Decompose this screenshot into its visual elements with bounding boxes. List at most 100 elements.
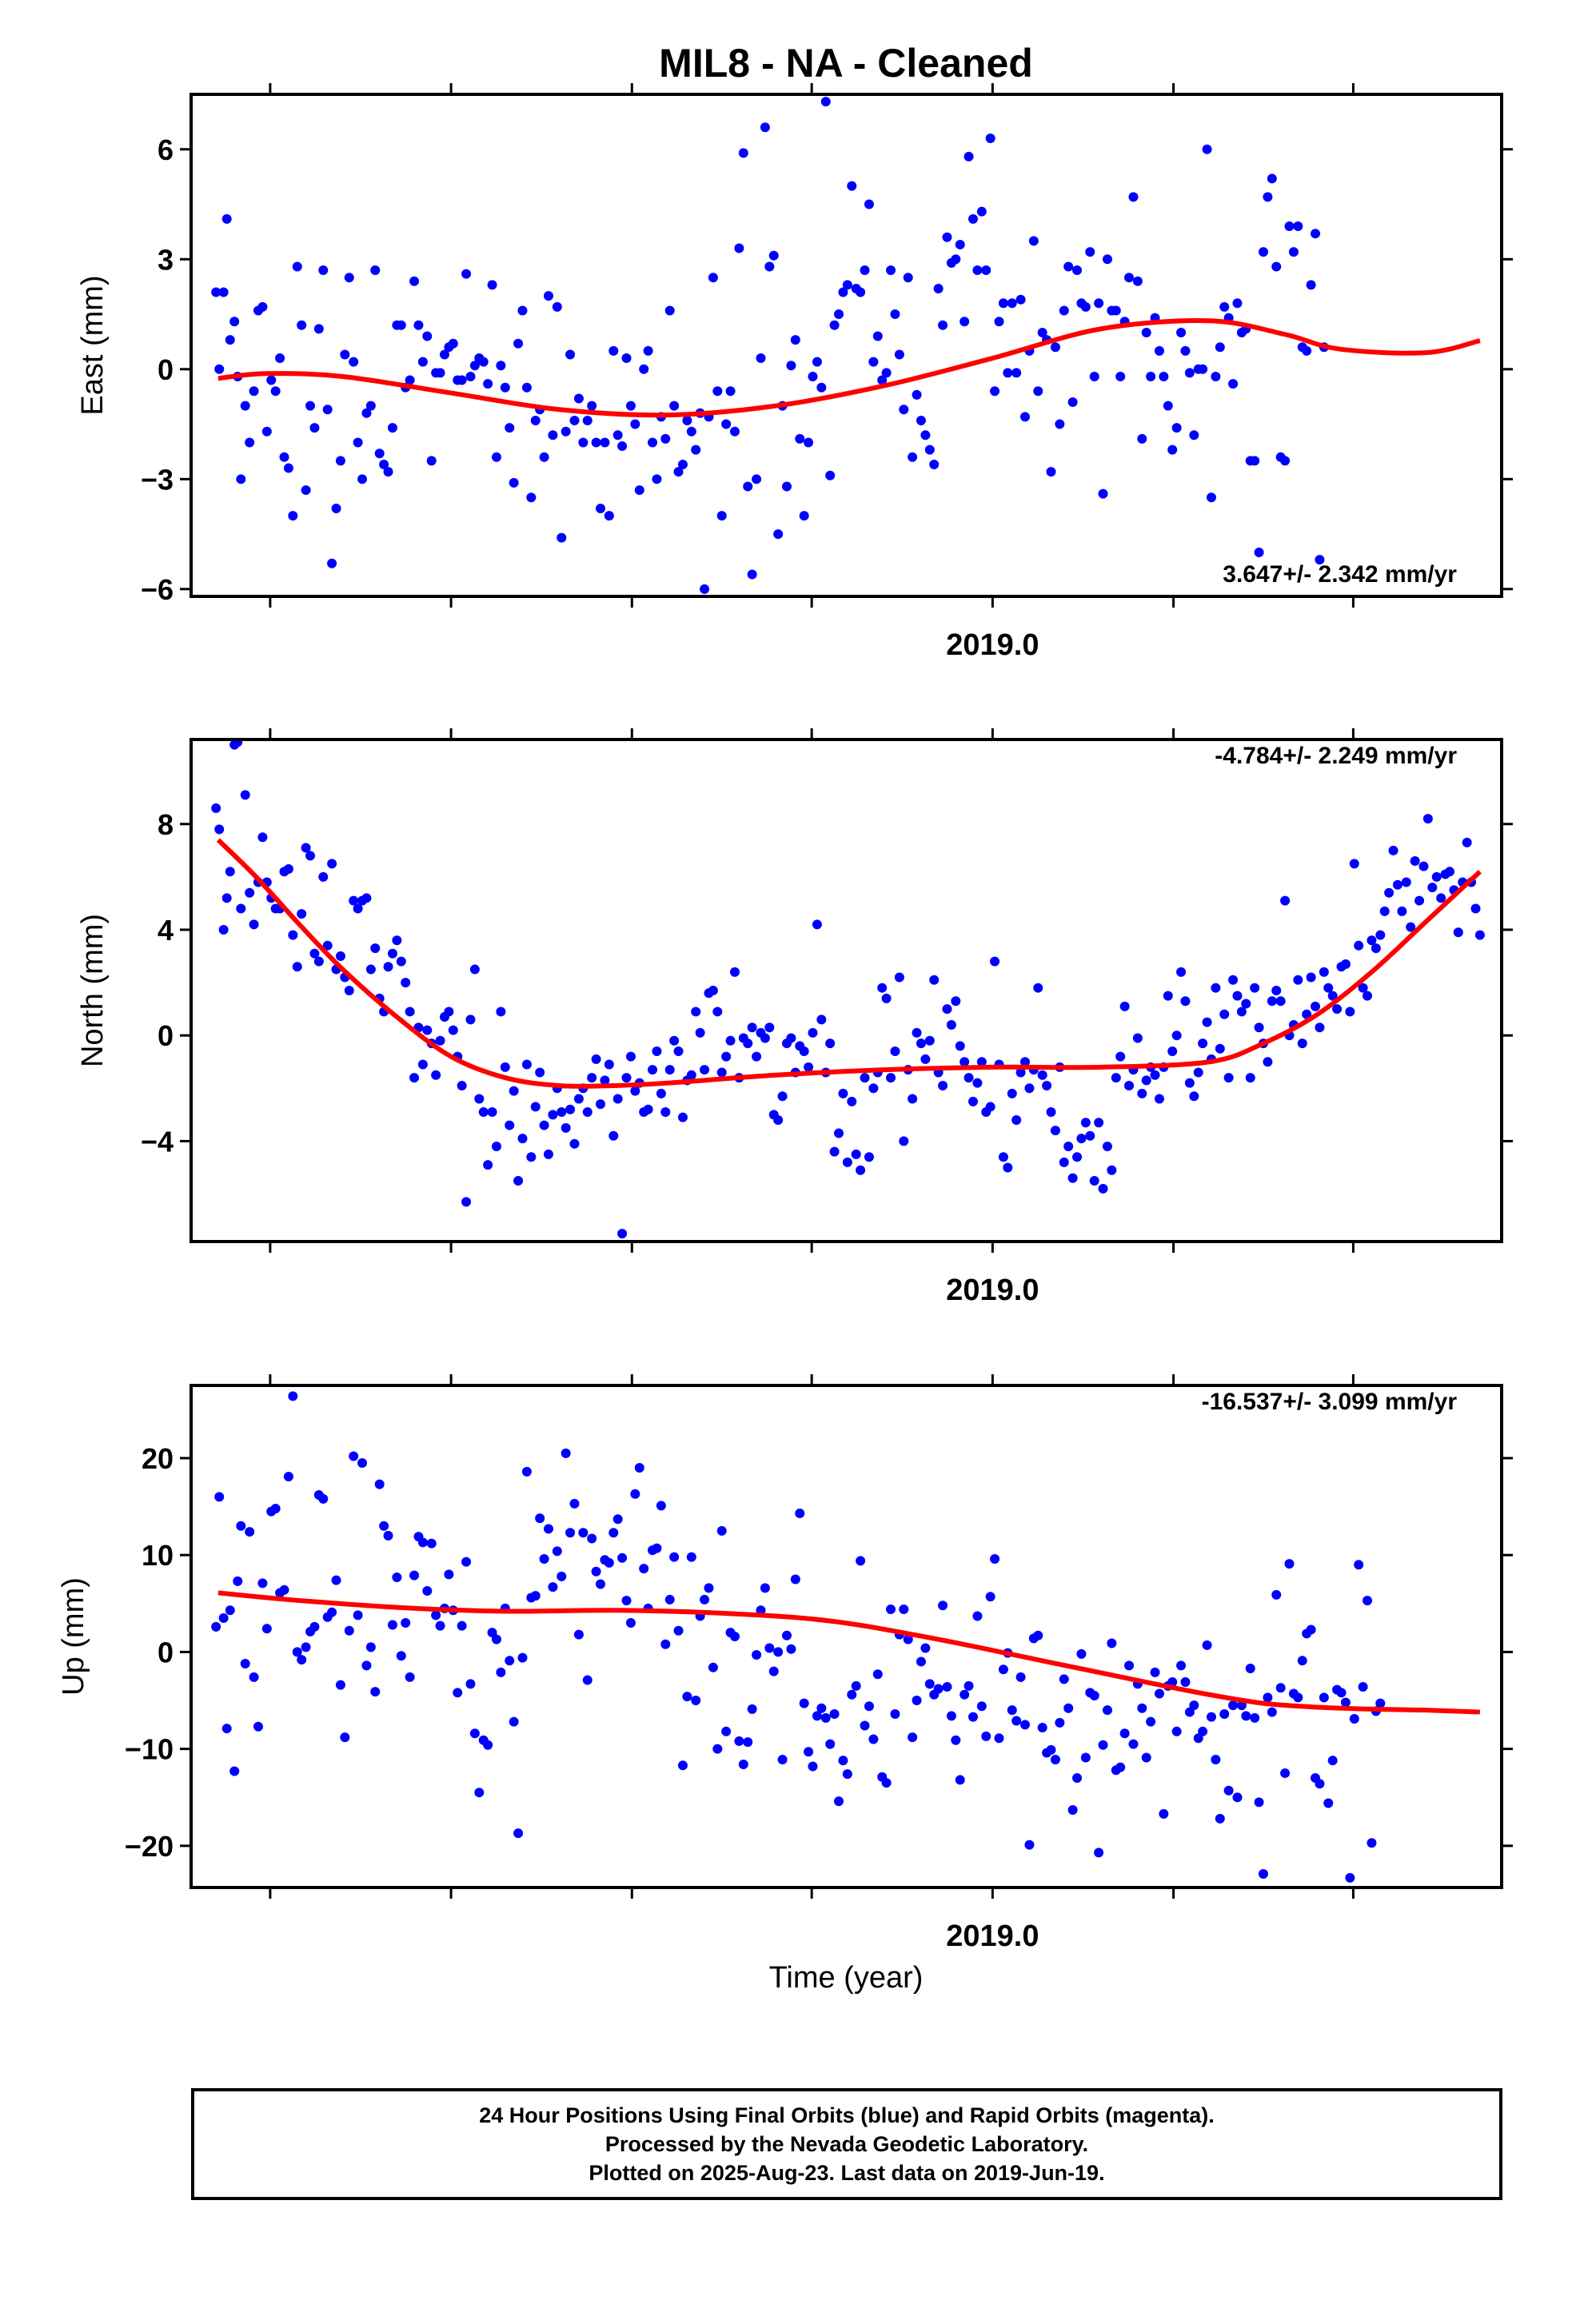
y-axis-label: Up (mm) — [57, 1577, 90, 1696]
fit-curve — [217, 318, 1481, 418]
data-point — [1015, 1067, 1026, 1078]
data-point — [474, 1094, 485, 1104]
data-point — [1375, 1698, 1386, 1708]
data-point — [569, 1498, 580, 1509]
data-point — [521, 1059, 532, 1070]
data-point — [1245, 1073, 1255, 1083]
data-point — [275, 353, 285, 364]
data-point — [292, 962, 302, 972]
data-point — [1254, 1022, 1264, 1033]
data-point — [1189, 1091, 1199, 1102]
data-point — [544, 291, 553, 301]
data-point — [1384, 0, 1394, 5]
data-point — [240, 1658, 250, 1668]
data-point — [1445, 0, 1454, 5]
data-point — [600, 437, 610, 448]
data-point — [994, 317, 1004, 327]
data-point — [612, 430, 623, 440]
data-point — [1340, 1697, 1351, 1708]
data-point — [435, 1620, 445, 1631]
data-point — [691, 444, 701, 455]
data-point — [795, 1509, 805, 1519]
data-point — [1474, 930, 1485, 940]
data-point — [1089, 371, 1099, 381]
data-point — [544, 1149, 553, 1159]
data-point — [872, 331, 883, 341]
data-point — [842, 1157, 852, 1167]
data-point — [517, 1652, 528, 1663]
data-point — [860, 265, 870, 276]
data-point — [1011, 1114, 1022, 1125]
data-point — [1037, 1070, 1047, 1080]
data-point — [526, 1152, 537, 1162]
data-point — [548, 1582, 558, 1593]
data-point — [1327, 1756, 1338, 1766]
data-point — [985, 134, 995, 144]
data-point — [1393, 0, 1402, 5]
data-point — [899, 405, 909, 415]
data-point — [496, 1667, 506, 1677]
data-point — [1042, 1080, 1052, 1090]
data-point — [908, 1732, 918, 1743]
data-point — [738, 148, 748, 158]
y-tick-label: −6 — [141, 573, 174, 606]
data-point — [539, 1120, 549, 1130]
data-point — [318, 871, 329, 882]
data-point — [691, 1696, 701, 1706]
data-point — [600, 1075, 610, 1086]
data-point — [804, 437, 814, 448]
data-point — [1436, 0, 1446, 5]
data-point — [1146, 371, 1156, 381]
data-point — [1094, 1118, 1104, 1128]
data-point — [1354, 1560, 1364, 1570]
data-point — [297, 909, 307, 919]
data-point — [924, 1679, 935, 1689]
data-point — [422, 1025, 433, 1035]
data-point — [716, 1067, 727, 1078]
data-point — [1107, 1165, 1117, 1175]
data-point — [387, 1620, 397, 1630]
data-point — [365, 964, 376, 975]
data-point — [313, 324, 324, 334]
data-point — [1080, 301, 1091, 312]
data-point — [1414, 0, 1424, 5]
data-point — [820, 1712, 831, 1723]
data-point — [1132, 276, 1143, 286]
data-point — [1094, 1848, 1104, 1858]
data-point — [1072, 1773, 1083, 1784]
data-point — [1427, 0, 1437, 5]
data-point — [487, 1107, 497, 1118]
data-point — [712, 386, 723, 397]
data-point — [565, 1528, 576, 1538]
data-point — [509, 1086, 519, 1096]
data-point — [1003, 368, 1013, 378]
data-point — [920, 430, 931, 440]
data-point — [229, 1766, 240, 1776]
data-point — [608, 1130, 619, 1141]
data-point — [1011, 1716, 1022, 1726]
data-point — [729, 967, 740, 977]
data-point — [1159, 1808, 1169, 1819]
data-point — [1250, 1712, 1260, 1723]
data-point — [517, 305, 528, 316]
data-point — [716, 511, 727, 521]
data-point — [1228, 975, 1239, 985]
data-point — [864, 199, 874, 209]
data-point — [829, 1708, 840, 1719]
data-point — [1380, 0, 1390, 5]
data-point — [365, 401, 376, 411]
data-point — [561, 1122, 571, 1133]
data-point — [327, 558, 337, 568]
data-point — [838, 1756, 848, 1766]
data-point — [1050, 1754, 1060, 1764]
data-point — [924, 444, 935, 455]
data-point — [760, 1033, 770, 1043]
data-point — [544, 1524, 553, 1534]
data-point — [513, 1828, 524, 1839]
data-point — [617, 1229, 628, 1239]
data-point — [677, 1760, 688, 1771]
data-point — [1423, 0, 1433, 5]
data-point — [357, 474, 368, 484]
data-point — [816, 1703, 827, 1713]
data-point — [829, 320, 840, 330]
